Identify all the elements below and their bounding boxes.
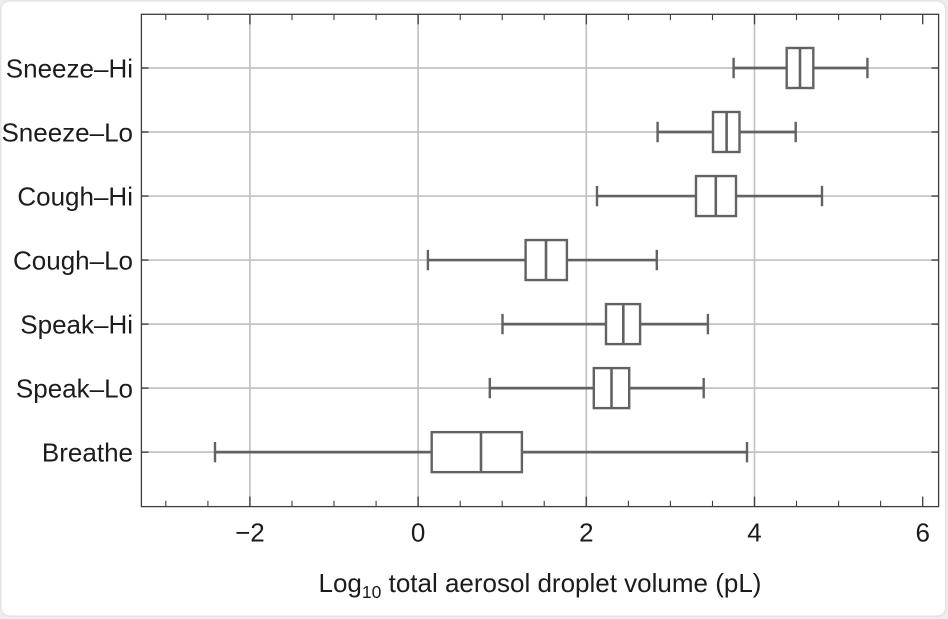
svg-text:0: 0 [411, 518, 425, 548]
svg-text:Sneeze–Hi: Sneeze–Hi [6, 54, 133, 84]
svg-text:Log10 total aerosol droplet vo: Log10 total aerosol droplet volume (pL) [319, 568, 762, 602]
svg-text:Speak–Hi: Speak–Hi [20, 310, 133, 340]
svg-text:2: 2 [579, 518, 593, 548]
svg-text:4: 4 [747, 518, 761, 548]
svg-text:Sneeze–Lo: Sneeze–Lo [1, 118, 133, 148]
svg-text:6: 6 [915, 518, 929, 548]
svg-text:Cough–Hi: Cough–Hi [17, 182, 133, 212]
svg-text:Cough–Lo: Cough–Lo [13, 246, 133, 276]
svg-text:−2: −2 [235, 518, 265, 548]
svg-text:Breathe: Breathe [42, 438, 133, 468]
svg-text:Speak–Lo: Speak–Lo [16, 374, 133, 404]
